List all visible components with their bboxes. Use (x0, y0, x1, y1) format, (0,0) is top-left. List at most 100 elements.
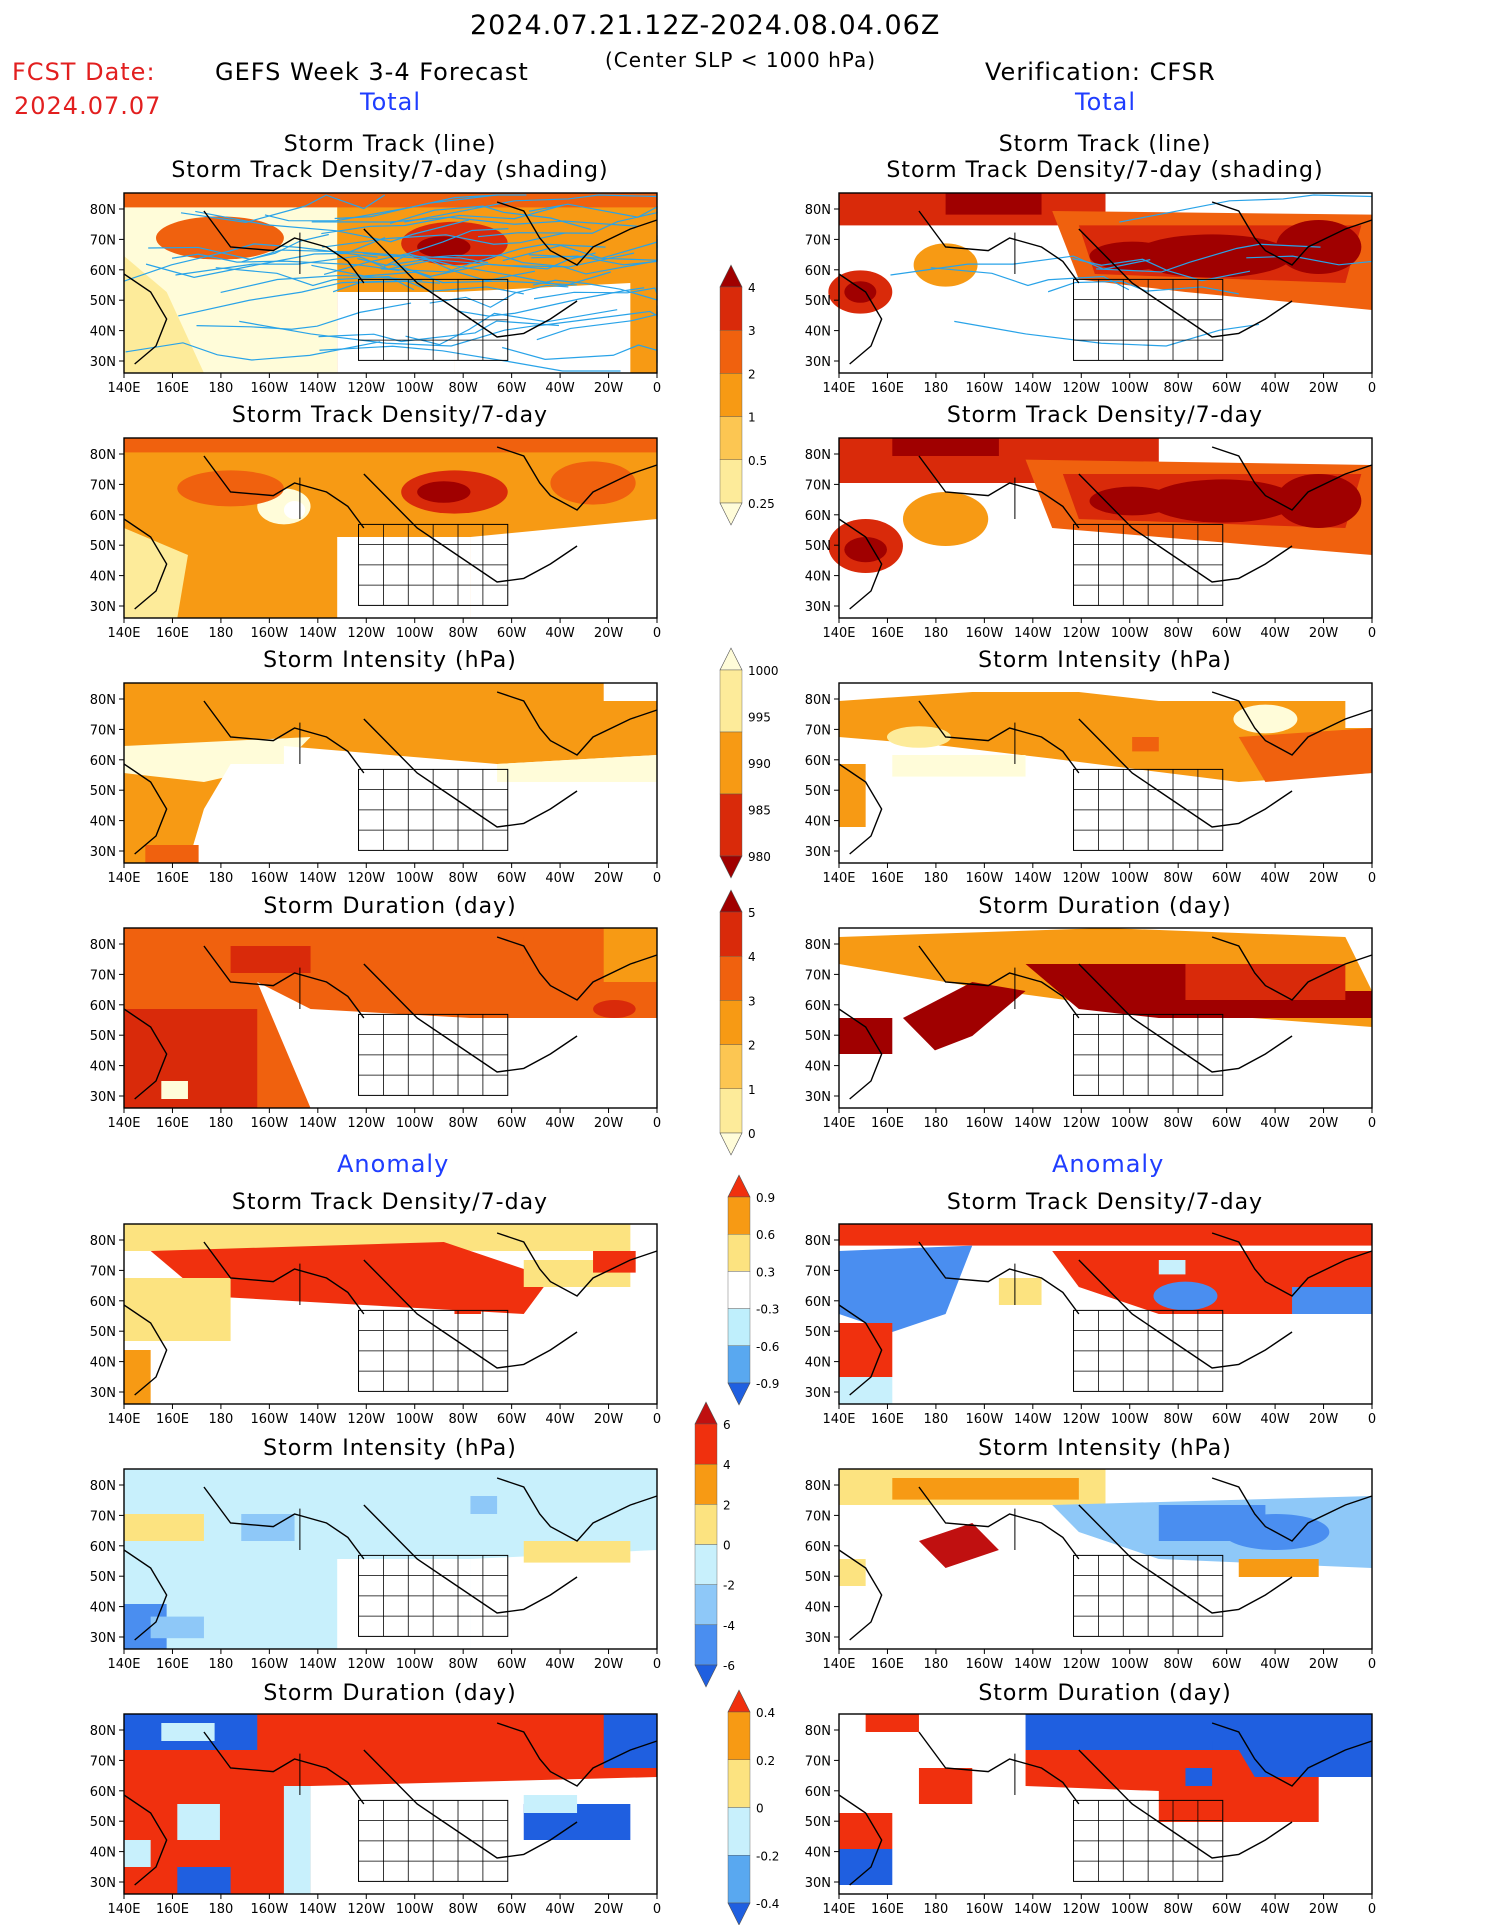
title-intensity-anom-right: Storm Intensity (hPa) (978, 1436, 1232, 1461)
lon-label: 160W (966, 1657, 1004, 1672)
section-anomaly-left: Anomaly (337, 1150, 450, 1178)
field-region (1132, 737, 1159, 752)
colorbar-arrow-bottom (719, 502, 743, 526)
colorbar-arrow-top (694, 1401, 718, 1425)
lon-label: 140W (1014, 626, 1052, 641)
lon-label: 60W (497, 1412, 527, 1427)
storm-track-line (456, 287, 645, 317)
lat-label: 60N (90, 264, 116, 279)
lon-label: 140E (822, 1902, 855, 1917)
storm-track-line (383, 253, 611, 287)
field-region (892, 438, 999, 456)
title-duration-anom-left: Storm Duration (day) (263, 1681, 517, 1706)
lat-label: 60N (90, 509, 116, 524)
map-frame (838, 1468, 1373, 1650)
lat-label: 50N (90, 294, 116, 309)
lon-label: 140E (822, 1412, 855, 1427)
lon-label: 180 (923, 1657, 948, 1672)
coastline (918, 1241, 1080, 1315)
lon-label: 60W (1212, 1902, 1242, 1917)
lon-label: 160W (251, 1657, 289, 1672)
lon-label: 180 (923, 1902, 948, 1917)
field-region (550, 461, 636, 505)
colorbar-arrow-bottom (727, 1382, 751, 1406)
colorbar-label: 0.2 (756, 1754, 775, 1768)
coastline (1078, 718, 1293, 828)
coastline (123, 273, 168, 365)
section-anomaly-right: Anomaly (1052, 1150, 1165, 1178)
colorbar-label: -0.2 (756, 1849, 779, 1863)
colorbar-duration_total: 5 4 3 2 1 0 (719, 889, 756, 1156)
coastline (363, 963, 578, 1073)
storm-track-line (404, 194, 658, 223)
lon-label: 140W (299, 1116, 337, 1131)
lon-label: 20W (1309, 626, 1339, 641)
lat-label: 50N (805, 1325, 831, 1340)
lon-label: 20W (1309, 871, 1339, 886)
title-intensity-total-right: Storm Intensity (hPa) (978, 648, 1232, 673)
lon-label: 140E (822, 1116, 855, 1131)
field-region (844, 537, 887, 563)
lon-label: 160E (871, 1902, 904, 1917)
field-region (161, 1723, 215, 1741)
field-region (124, 193, 657, 208)
storm-track-line (180, 194, 386, 224)
coastline (838, 1304, 883, 1396)
lat-label: 70N (90, 1509, 116, 1524)
lat-label: 40N (805, 1601, 831, 1616)
field-region (918, 1768, 973, 1804)
map-frame (123, 1468, 658, 1650)
coastline (1211, 1722, 1373, 1787)
lon-label: 140W (299, 626, 337, 641)
lat-label: 50N (805, 539, 831, 554)
field-region (839, 1849, 893, 1885)
map-frame (123, 682, 658, 864)
lon-label: 80W (1163, 381, 1193, 396)
lon-label: 140E (107, 1902, 140, 1917)
colorbar-swatch (719, 1044, 743, 1090)
title-duration-total-left: Storm Duration (day) (263, 894, 517, 919)
coastline (1211, 446, 1373, 511)
colorbar-label: 4 (723, 1458, 731, 1472)
colorbar-label: 4 (748, 950, 756, 964)
field-region (593, 1000, 636, 1018)
colorbar-swatch (719, 1000, 743, 1045)
colorbar-swatch (719, 911, 743, 957)
lon-label: 120W (1062, 1412, 1100, 1427)
storm-track-line (954, 320, 1260, 347)
colorbar-label: 3 (748, 994, 756, 1008)
field-region (470, 1496, 498, 1514)
title-duration-total-right: Storm Duration (day) (978, 894, 1232, 919)
lat-label: 80N (90, 1724, 116, 1739)
lat-label: 40N (805, 1060, 831, 1075)
field-region (523, 1541, 631, 1563)
colorbar-arrow-bottom (727, 1902, 751, 1925)
lon-label: 160W (966, 1116, 1004, 1131)
map-panel-r4-c1: 80N 70N 60N 50N 40N 30N 140E 160E 180 160W 140W 120… (805, 1223, 1376, 1427)
lon-label: 140E (107, 871, 140, 886)
lon-label: 120W (347, 1116, 385, 1131)
map-frame (838, 437, 1373, 619)
lon-label: 160E (871, 871, 904, 886)
field-region (523, 1795, 578, 1813)
lon-label: 160E (156, 1902, 189, 1917)
coastline (123, 1794, 168, 1886)
lon-label: 40W (545, 1902, 575, 1917)
field-region (902, 982, 1026, 1051)
coastline (838, 1794, 883, 1886)
lon-label: 100W (396, 1657, 434, 1672)
coastline (918, 210, 1080, 284)
lat-label: 80N (90, 203, 116, 218)
lon-label: 120W (347, 381, 385, 396)
storm-track-line (264, 194, 498, 222)
colorbar-swatch (694, 1504, 718, 1545)
colorbar-swatch (727, 1807, 751, 1856)
slp-criterion: (Center SLP < 1000 hPa) (605, 48, 876, 72)
lon-label: 140E (822, 1657, 855, 1672)
lat-label: 50N (805, 1815, 831, 1830)
lat-label: 50N (805, 784, 831, 799)
storm-track-line (321, 204, 564, 235)
field-region (1089, 486, 1175, 516)
lon-label: 60W (1212, 1116, 1242, 1131)
colorbar-swatch (719, 286, 743, 331)
